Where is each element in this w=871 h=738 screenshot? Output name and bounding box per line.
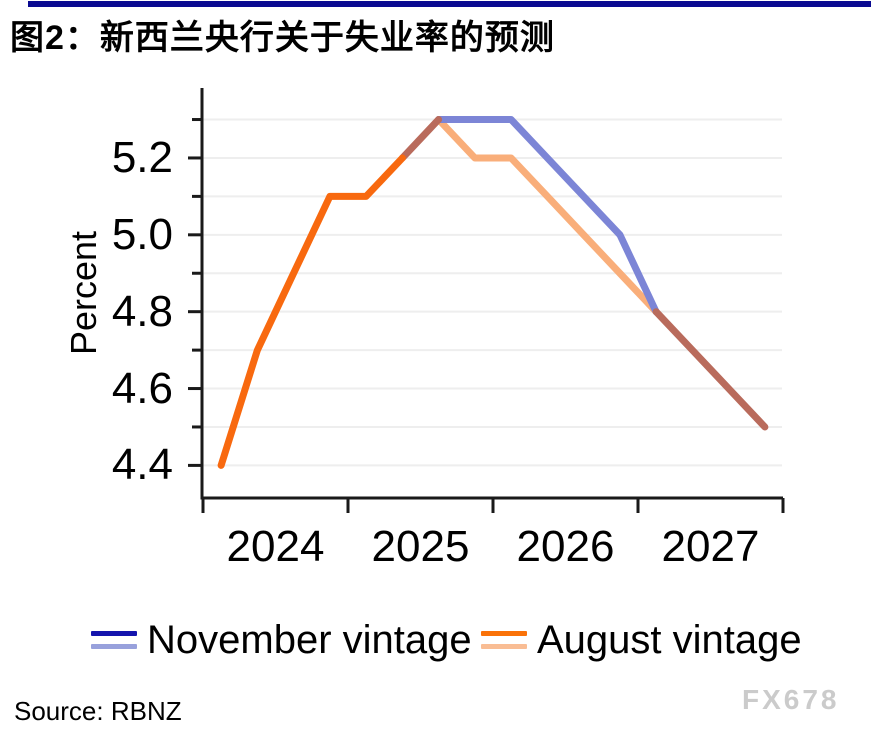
series-november-forecast-line [435, 116, 660, 316]
legend-label-november: November vintage [147, 618, 472, 662]
x-tick-label: 2026 [516, 522, 615, 571]
y-tick-label: 5.0 [111, 209, 173, 259]
y-tick-label: 4.8 [111, 286, 173, 336]
legend-item-august: August vintage [481, 618, 802, 662]
legend-label-august: August vintage [537, 618, 802, 662]
august-line-icon [481, 631, 527, 649]
series-august-forecast-line [435, 116, 660, 316]
x-tick-label: 2024 [226, 522, 325, 571]
y-tick-label: 4.4 [111, 440, 173, 490]
y-tick-label: 4.6 [111, 363, 173, 413]
november-line-icon [91, 631, 137, 649]
source-text: Source: RBNZ [14, 696, 182, 726]
legend-item-november: November vintage [91, 618, 472, 662]
series-merged-tail-line [652, 308, 769, 431]
series-overlap-rise-line [398, 116, 443, 162]
top-accent-bar [28, 1, 871, 7]
x-tick-label: 2025 [371, 522, 470, 571]
y-tick-label: 5.2 [111, 132, 173, 182]
x-tick-label: 2027 [661, 522, 760, 571]
series-shared-history-line [217, 154, 406, 469]
page-title: 图2：新西兰央行关于失业率的预测 [10, 19, 555, 57]
watermark: FX678 [742, 684, 840, 715]
